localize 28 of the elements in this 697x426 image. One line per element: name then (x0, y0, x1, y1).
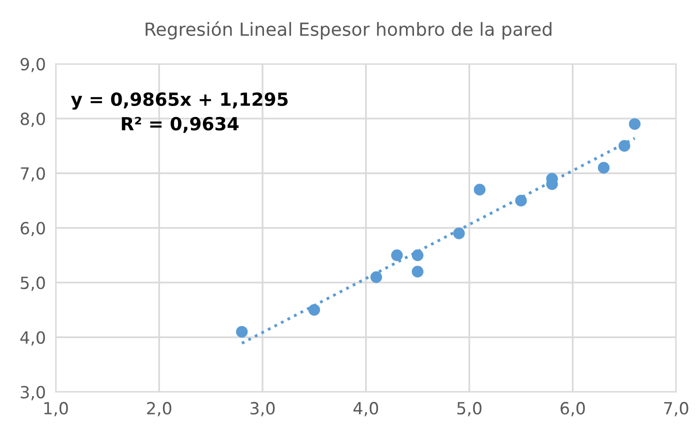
point (236, 326, 248, 338)
point (474, 184, 486, 196)
x-tick-label: 4,0 (353, 402, 378, 416)
point (515, 194, 527, 206)
point (391, 249, 403, 262)
y-tick-label: 6,0 (20, 222, 45, 236)
point (453, 228, 465, 240)
point (412, 266, 424, 278)
annotation: y = 0,9865x + 1,1295 R² = 0,9634 (70, 92, 288, 133)
y-tick-label: 8,0 (20, 112, 45, 127)
point (598, 162, 610, 174)
x-tick-label: 6,0 (560, 402, 585, 416)
point (628, 118, 641, 130)
point (370, 271, 382, 283)
y-tick-label: 3,0 (20, 386, 45, 400)
x-tick-label: 5,0 (457, 402, 482, 416)
x-tick-label: 2,0 (147, 402, 172, 416)
x-tick-label: 1,0 (44, 402, 68, 416)
x-tick-label: 7,0 (664, 402, 688, 416)
point (618, 140, 630, 152)
chart-title: Regresión Lineal Espesor hombro de la pared (146, 21, 552, 40)
y-tick-label: 4,0 (20, 331, 45, 346)
y-tick-label: 9,0 (20, 58, 45, 72)
x-tick-label: 3,0 (250, 402, 275, 416)
point (412, 249, 424, 262)
y-tick-label: 5,0 (20, 276, 45, 291)
point (308, 304, 320, 316)
y-tick-label: 7,0 (20, 167, 45, 182)
